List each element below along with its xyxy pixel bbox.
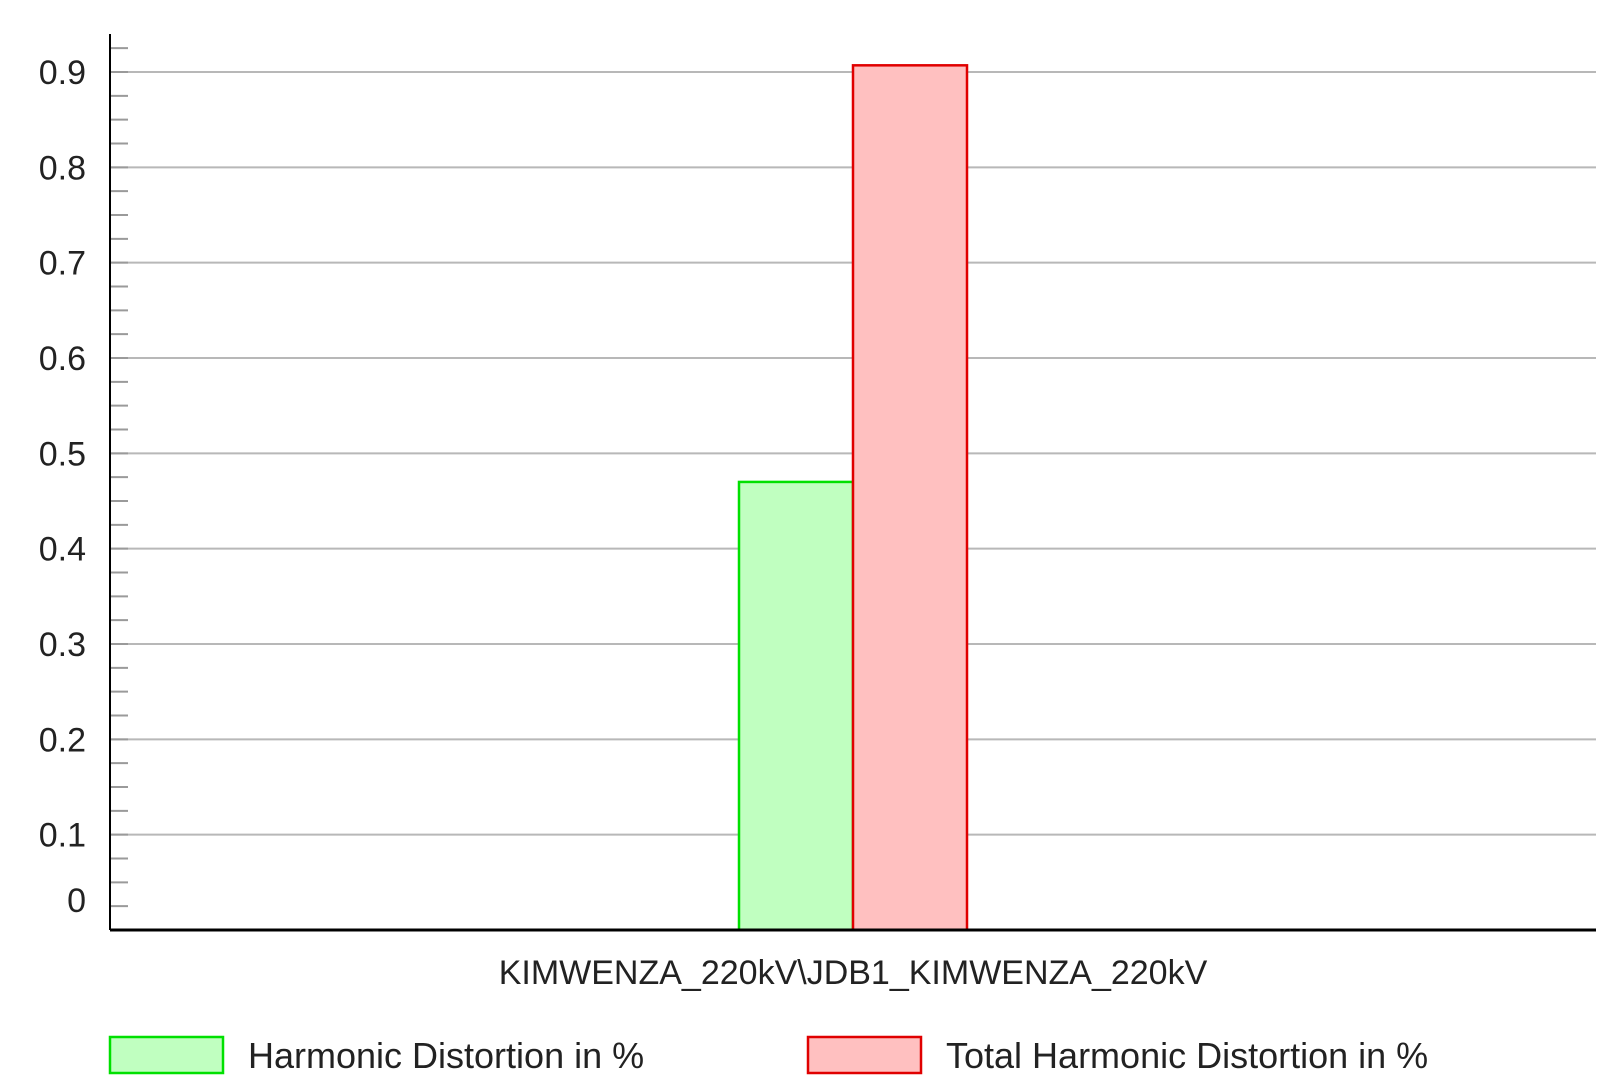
legend-label: Total Harmonic Distortion in % — [946, 1035, 1428, 1076]
minor-ticks — [110, 47, 128, 931]
y-tick-label: 0.4 — [39, 531, 86, 569]
legend: Harmonic Distortion in % Total Harmonic D… — [108, 1035, 1428, 1076]
y-tick-label: 0.6 — [39, 340, 86, 378]
y-axis-tick-labels: 0 0.1 0.2 0.3 0.4 0.5 0.6 0.7 0.8 0.9 — [39, 54, 86, 920]
y-tick-label: 0.9 — [39, 54, 86, 92]
y-tick-label: 0.2 — [39, 721, 86, 759]
y-tick-label: 0.7 — [39, 245, 86, 283]
y-tick-label: 0.5 — [39, 435, 86, 473]
bar-total-harmonic-distortion — [851, 64, 969, 932]
y-tick-label: 0 — [67, 882, 86, 920]
y-tick-label: 0.1 — [39, 817, 86, 855]
bar-harmonic-distortion — [737, 480, 855, 932]
x-axis-tick-labels: KIMWENZA_220kV\JDB1_KIMWENZA_220kV — [499, 954, 1208, 992]
legend-swatch — [108, 1035, 225, 1075]
y-tick-label: 0.8 — [39, 149, 86, 187]
y-tick-label: 0.3 — [39, 626, 86, 664]
x-tick-label: KIMWENZA_220kV\JDB1_KIMWENZA_220kV — [499, 954, 1208, 992]
legend-swatch — [806, 1035, 923, 1075]
legend-label: Harmonic Distortion in % — [248, 1035, 644, 1076]
bars — [737, 64, 969, 932]
